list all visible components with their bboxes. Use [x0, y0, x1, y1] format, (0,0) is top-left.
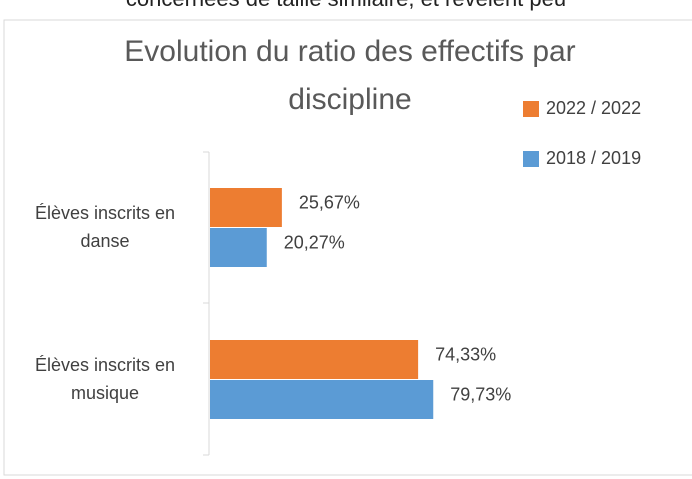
bar	[210, 380, 434, 419]
legend-swatch	[523, 151, 539, 167]
value-label: 20,27%	[284, 232, 345, 252]
value-label: 25,67%	[299, 192, 360, 212]
value-label: 74,33%	[435, 344, 496, 364]
chart-border	[3, 19, 692, 476]
bar	[210, 228, 267, 267]
chart-title: Evolution du ratio des effectifs par dis…	[124, 35, 576, 116]
context-text: concernées de taille similaire, et révèl…	[0, 0, 692, 12]
bar	[210, 188, 282, 227]
legend-label: 2022 / 2022	[546, 98, 641, 118]
value-label: 79,73%	[450, 384, 511, 404]
category-label: Élèves inscrits en musique	[34, 355, 176, 403]
bar	[210, 340, 419, 379]
legend-swatch	[523, 101, 539, 117]
legend-label: 2018 / 2019	[546, 148, 641, 168]
category-label: Élèves inscrits en danse	[34, 203, 176, 251]
